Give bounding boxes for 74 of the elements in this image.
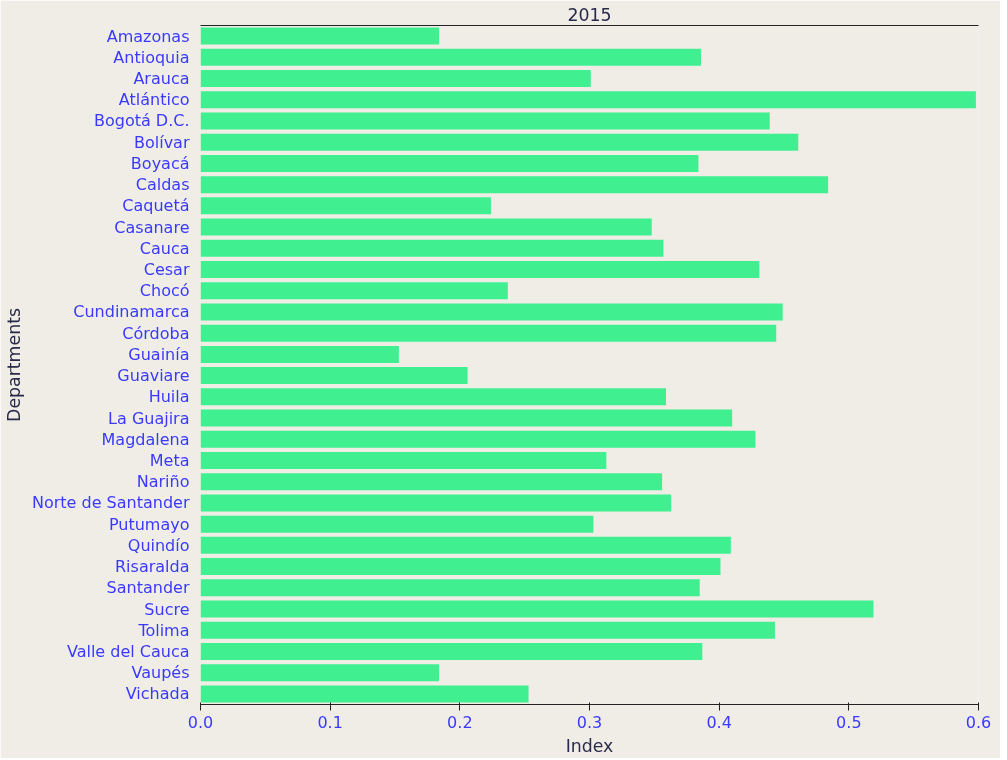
- bar: [200, 579, 700, 597]
- bar: [200, 452, 607, 469]
- y-tick-label: Caldas: [135, 175, 190, 195]
- bar: [200, 48, 702, 66]
- y-tick-label: Risaralda: [115, 557, 190, 577]
- y-tick-label: Caquetá: [122, 196, 190, 216]
- bar: [200, 133, 799, 151]
- x-tick-label: 0.4: [706, 712, 732, 732]
- bar: [200, 345, 399, 363]
- bar: [200, 685, 529, 703]
- y-tick-label: Putumayo: [108, 514, 190, 534]
- bar: [200, 536, 731, 554]
- y-tick-label: Arauca: [133, 69, 190, 89]
- bar: [200, 324, 777, 342]
- y-tick-label: Santander: [106, 578, 190, 598]
- y-axis-title: Departments: [3, 308, 24, 422]
- bar: [200, 515, 594, 533]
- y-tick-label: Huila: [148, 387, 190, 407]
- y-tick-label: Boyacá: [130, 153, 190, 173]
- bar: [200, 282, 508, 300]
- y-tick-label: Norte de Santander: [31, 493, 190, 513]
- y-tick-label: Guaviare: [117, 366, 190, 386]
- bar: [200, 176, 829, 194]
- y-tick-label: Guainía: [128, 344, 190, 364]
- bar: [200, 239, 664, 257]
- y-tick-label: Bolívar: [133, 132, 190, 152]
- bar: [200, 112, 770, 130]
- y-tick-label: Bogotá D.C.: [93, 111, 190, 131]
- x-tick-label: 0.3: [576, 712, 603, 732]
- y-tick-label: La Guajira: [108, 408, 190, 428]
- bar: [200, 642, 703, 660]
- bar: [200, 409, 733, 427]
- y-tick-label: Sucre: [144, 599, 190, 619]
- bar: [200, 494, 672, 512]
- bar: [200, 558, 721, 576]
- y-tick-label: Cauca: [139, 238, 190, 258]
- y-tick-label: Córdoba: [122, 323, 190, 343]
- y-tick-label: Cesar: [143, 260, 190, 280]
- y-tick-label: Meta: [149, 450, 190, 470]
- y-tick-label: Quindío: [127, 535, 190, 555]
- bar: [200, 27, 440, 45]
- bar: [200, 664, 440, 682]
- chart-title: 2015: [567, 4, 612, 25]
- x-tick-label: 0.5: [836, 712, 862, 732]
- bar: [200, 430, 756, 448]
- y-tick-label: Valle del Cauca: [66, 641, 190, 661]
- x-tick-label: 0.6: [965, 712, 992, 732]
- x-tick-label: 0.0: [187, 712, 214, 732]
- bar: [200, 600, 874, 618]
- bar: [200, 154, 699, 172]
- x-tick-label: 0.2: [447, 712, 473, 732]
- y-tick-label: Vichada: [125, 684, 190, 704]
- y-tick-label: Tolima: [137, 620, 190, 640]
- bar: [200, 218, 652, 236]
- bar: [200, 303, 783, 321]
- bar: [200, 367, 468, 385]
- y-tick-label: Cundinamarca: [73, 302, 190, 322]
- bar: [200, 473, 663, 491]
- y-tick-label: Nariño: [136, 472, 190, 492]
- bar: [200, 91, 976, 109]
- y-tick-label: Amazonas: [106, 26, 190, 46]
- y-tick-label: Chocó: [139, 281, 190, 301]
- x-tick-label: 0.1: [317, 712, 343, 732]
- y-tick-label: Magdalena: [101, 429, 190, 449]
- y-tick-label: Antioquia: [113, 47, 190, 67]
- y-tick-label: Casanare: [114, 217, 190, 237]
- bar: [200, 388, 666, 406]
- x-axis-title: Index: [565, 735, 614, 756]
- bar: [200, 197, 491, 215]
- bar: [200, 621, 775, 639]
- y-tick-label: Atlántico: [118, 90, 190, 110]
- y-tick-label: Vaupés: [131, 663, 190, 683]
- bar: [200, 261, 760, 278]
- bar: [200, 70, 591, 88]
